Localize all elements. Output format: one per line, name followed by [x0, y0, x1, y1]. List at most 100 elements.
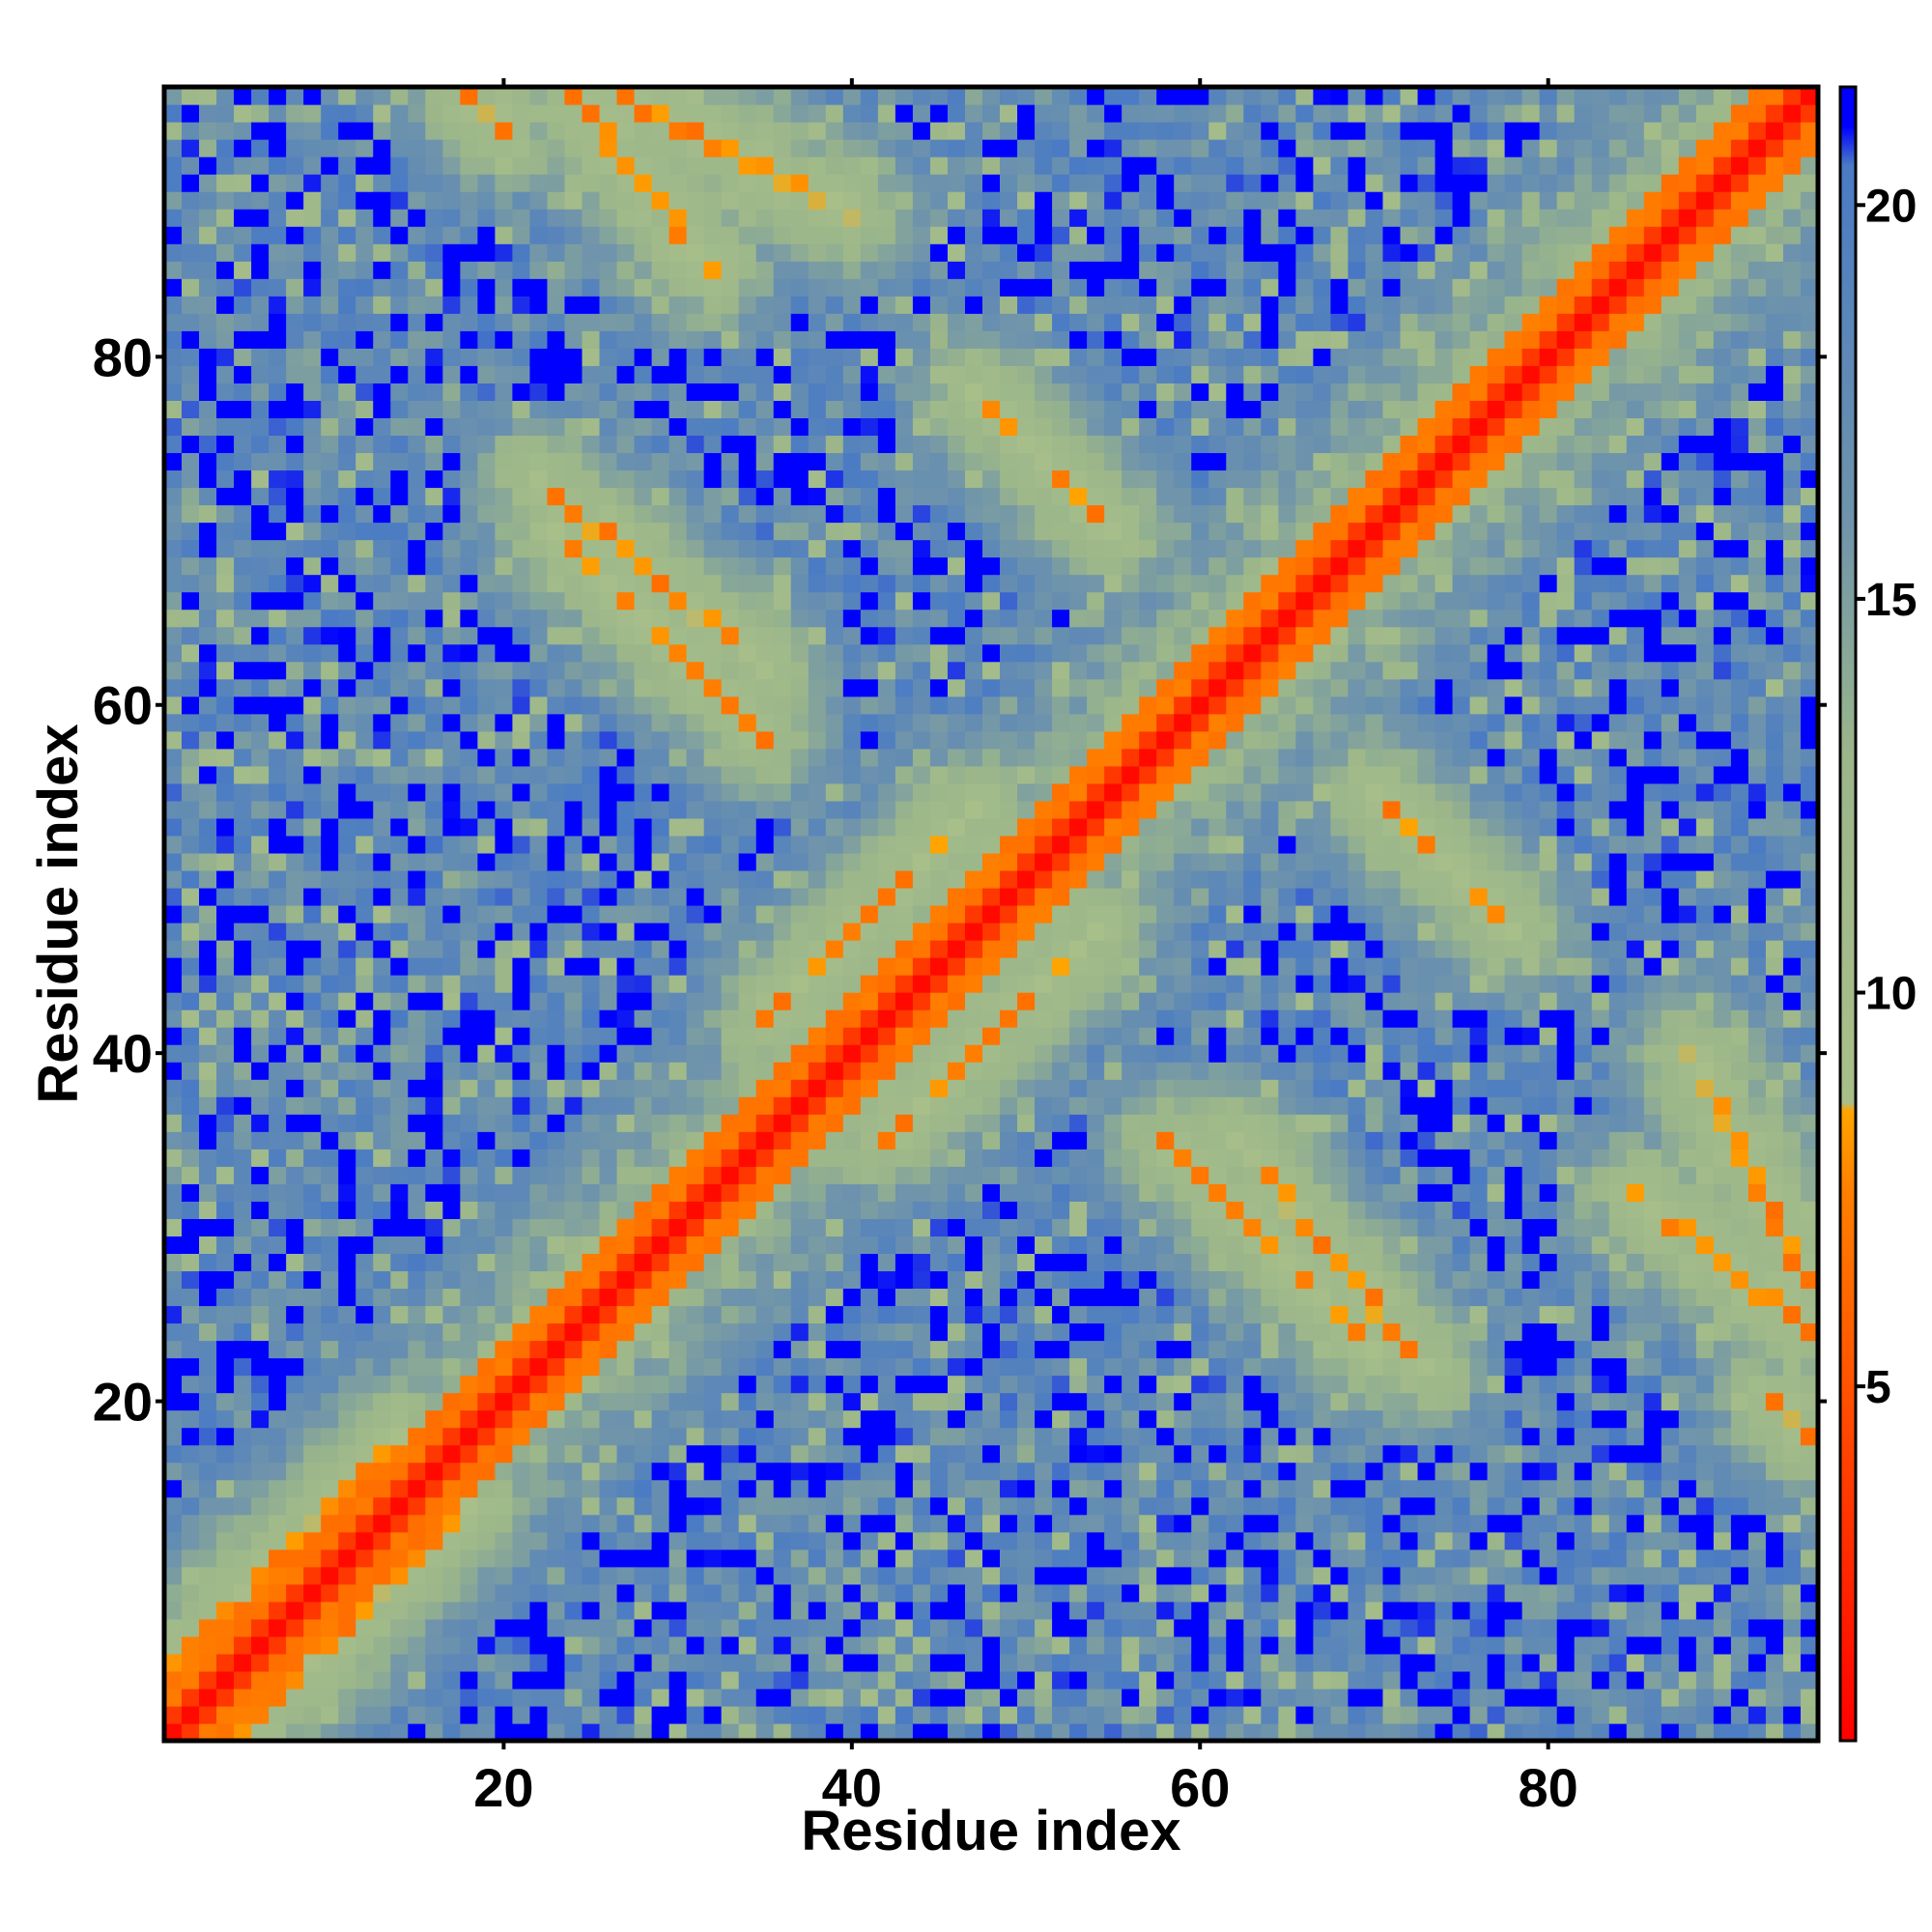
heatmap-cell — [825, 1270, 844, 1290]
heatmap-cell — [216, 748, 235, 767]
heatmap-cell — [303, 1305, 322, 1324]
heatmap-cell — [825, 1375, 844, 1394]
heatmap-cell — [860, 852, 879, 871]
heatmap-cell — [738, 1062, 757, 1080]
heatmap-cell — [929, 1496, 949, 1516]
heatmap-cell — [634, 1722, 653, 1742]
heatmap-cell — [390, 1566, 409, 1585]
heatmap-cell — [1069, 1705, 1088, 1724]
heatmap-cell — [547, 1392, 566, 1411]
heatmap-cell — [686, 1444, 705, 1463]
heatmap-cell — [686, 1340, 705, 1359]
heatmap-cell — [634, 1357, 653, 1377]
heatmap-cell — [529, 174, 549, 192]
heatmap-cell — [755, 1670, 775, 1690]
heatmap-cell — [651, 678, 670, 697]
heatmap-cell — [808, 1409, 827, 1429]
heatmap-cell — [425, 487, 443, 506]
heatmap-cell — [1035, 556, 1053, 576]
heatmap-cell — [981, 1009, 1001, 1028]
heatmap-cell — [582, 191, 601, 210]
heatmap-cell — [808, 1096, 827, 1115]
heatmap-cell — [529, 365, 549, 384]
heatmap-cell — [321, 469, 339, 489]
heatmap-cell — [303, 261, 322, 279]
heatmap-cell — [860, 643, 879, 663]
heatmap-cell — [477, 278, 496, 297]
heatmap-cell — [355, 87, 374, 105]
heatmap-cell — [599, 609, 618, 628]
heatmap-cell — [895, 278, 914, 297]
heatmap-cell — [912, 191, 931, 210]
heatmap-cell — [1017, 1009, 1036, 1028]
heatmap-cell — [529, 87, 549, 105]
heatmap-cell — [408, 574, 426, 593]
heatmap-cell — [321, 1322, 339, 1342]
heatmap-cell — [442, 1322, 461, 1342]
heatmap-cell — [477, 1722, 496, 1742]
heatmap-cell — [182, 1340, 200, 1359]
heatmap-cell — [529, 1531, 549, 1550]
heatmap-cell — [773, 435, 792, 454]
heatmap-cell — [495, 1722, 514, 1742]
heatmap-cell — [164, 1705, 183, 1724]
heatmap-cell — [251, 522, 270, 541]
heatmap-cell — [355, 383, 374, 401]
heatmap-cell — [373, 887, 391, 906]
heatmap-cell — [338, 1114, 356, 1132]
heatmap-cell — [825, 817, 844, 837]
heatmap-cell — [512, 1392, 531, 1411]
heatmap-cell — [668, 1079, 688, 1097]
heatmap-cell — [1000, 243, 1018, 262]
heatmap-cell — [842, 1114, 862, 1132]
heatmap-cell — [738, 1270, 757, 1290]
heatmap-cell — [755, 209, 775, 227]
heatmap-cell — [1035, 1218, 1053, 1236]
heatmap-cell — [1035, 313, 1053, 331]
heatmap-cell — [981, 730, 1001, 750]
heatmap-cell — [355, 957, 374, 976]
heatmap-cell — [460, 1722, 478, 1742]
heatmap-cell — [1000, 800, 1018, 819]
heatmap-cell — [512, 400, 531, 418]
heatmap-cell — [216, 1479, 235, 1498]
heatmap-cell — [477, 122, 496, 140]
heatmap-cell — [234, 1079, 252, 1097]
heatmap-cell — [808, 365, 827, 384]
heatmap-cell — [616, 696, 636, 715]
heatmap-cell — [425, 417, 443, 437]
heatmap-cell — [651, 1722, 670, 1742]
heatmap-cell — [842, 1392, 862, 1411]
heatmap-cell — [877, 1062, 896, 1080]
heatmap-cell — [582, 1583, 601, 1603]
heatmap-cell — [460, 1375, 478, 1394]
heatmap-cell — [634, 400, 653, 418]
heatmap-cell — [216, 1566, 235, 1585]
heatmap-cell — [651, 261, 670, 279]
heatmap-cell — [251, 469, 270, 489]
heatmap-cell — [373, 817, 391, 837]
heatmap-cell — [981, 1131, 1001, 1150]
heatmap-cell — [634, 626, 653, 645]
heatmap-cell — [599, 296, 618, 314]
heatmap-cell — [790, 643, 810, 663]
heatmap-cell — [303, 1149, 322, 1167]
heatmap-cell — [460, 1548, 478, 1568]
heatmap-cell — [460, 452, 478, 471]
heatmap-cell — [251, 730, 270, 750]
heatmap-cell — [286, 1583, 304, 1603]
heatmap-cell — [773, 104, 792, 123]
heatmap-cell — [547, 1009, 566, 1028]
heatmap-cell — [303, 626, 322, 645]
heatmap-cell — [1052, 643, 1070, 663]
heatmap-cell — [338, 1288, 356, 1307]
heatmap-cell — [355, 452, 374, 471]
heatmap-cell — [912, 713, 931, 732]
heatmap-cell — [773, 1531, 792, 1550]
heatmap-cell — [251, 122, 270, 140]
heatmap-cell — [582, 348, 601, 366]
heatmap-cell — [790, 1548, 810, 1568]
heatmap-cell — [251, 174, 270, 192]
heatmap-cell — [286, 243, 304, 262]
heatmap-cell — [582, 522, 601, 541]
